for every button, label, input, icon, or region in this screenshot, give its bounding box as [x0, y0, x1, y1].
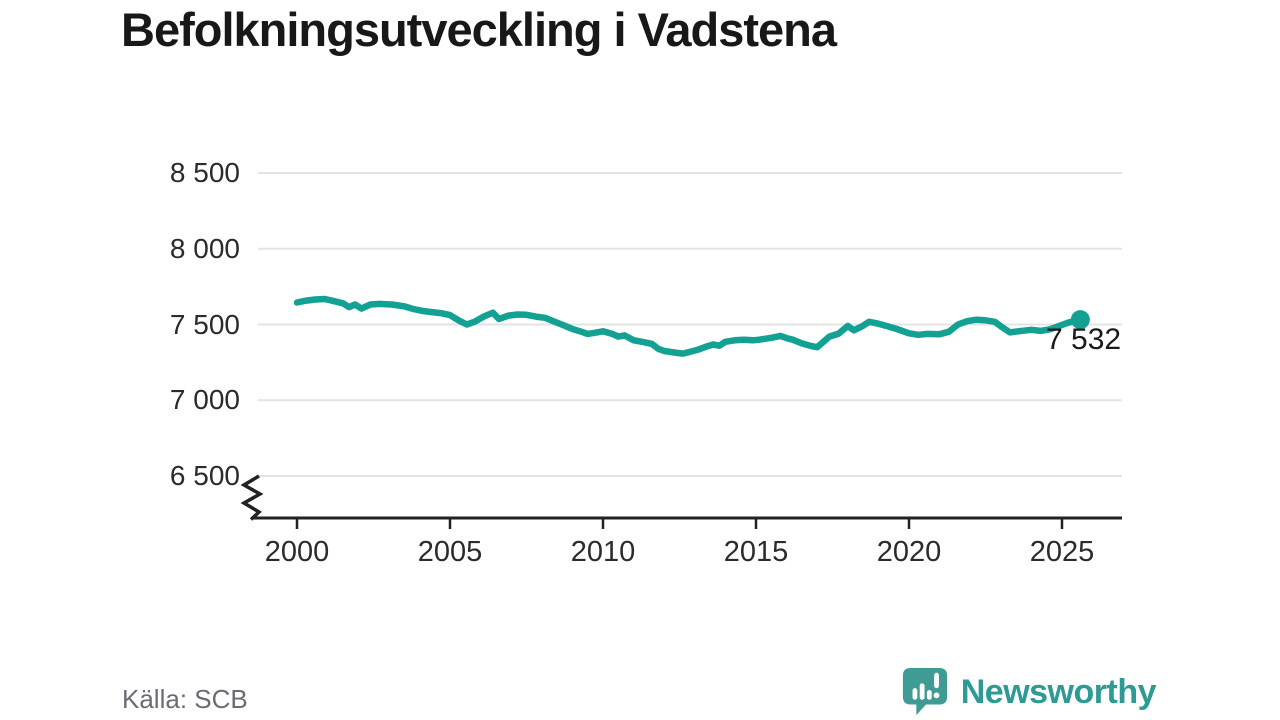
end-point-dot — [1070, 310, 1090, 330]
logo-exclamation-dot — [933, 692, 940, 699]
x-axis-tick-label-2015: 2015 — [723, 536, 789, 568]
logo-bar-1 — [912, 688, 918, 700]
y-axis-tick-label-6500: 6 500 — [169, 460, 240, 492]
y-axis-tick-label-7000: 7 000 — [169, 384, 240, 416]
newsworthy-wordmark: Newsworthy — [960, 673, 1157, 711]
x-axis-tick-label-2020: 2020 — [876, 536, 942, 568]
x-axis-tick-label-2000: 2000 — [264, 536, 330, 568]
x-axis-tick-label-2025: 2025 — [1029, 536, 1095, 568]
logo-exclamation-bar — [933, 672, 939, 689]
source-note: Källa: SCB — [122, 684, 248, 714]
logo-bar-3 — [926, 690, 932, 700]
population-line — [293, 295, 1084, 357]
y-axis-tick-label-8500: 8 500 — [169, 156, 240, 188]
y-axis-tick-label-8000: 8 000 — [169, 232, 240, 264]
x-axis-tick-label-2005: 2005 — [417, 536, 483, 568]
newsworthy-logo-icon — [902, 667, 947, 716]
newsworthy-logo: Newsworthy — [900, 664, 1157, 720]
logo-bar-2 — [919, 683, 925, 700]
x-axis-tick-label-2010: 2010 — [570, 536, 636, 568]
end-value-label: 7 532 — [1046, 323, 1122, 356]
axis-break-icon — [240, 474, 264, 521]
y-axis-tick-label-7500: 7 500 — [169, 308, 240, 340]
chart-title: Befolkningsutveckling i Vadstena — [121, 3, 837, 56]
